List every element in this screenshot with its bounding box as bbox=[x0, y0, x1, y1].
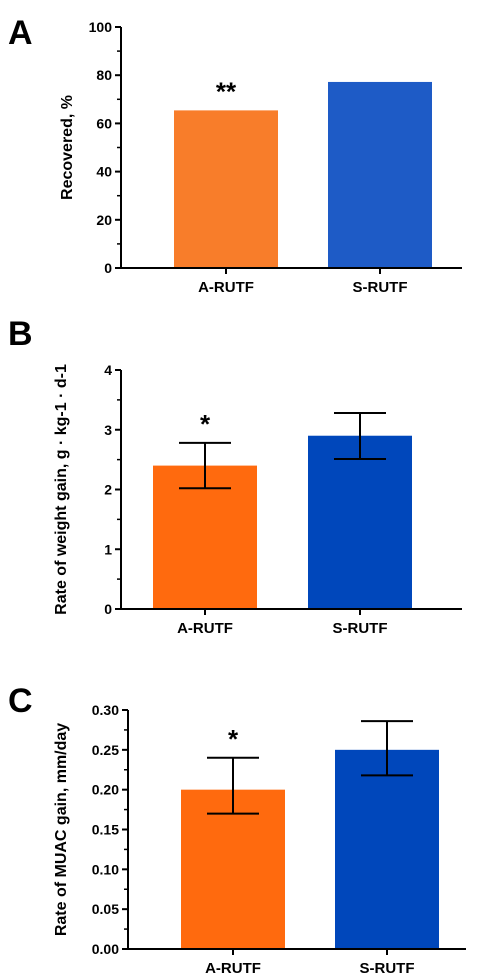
y-tick-label: 0.15 bbox=[92, 822, 119, 838]
y-axis-title: Recovered, % bbox=[59, 95, 76, 200]
y-tick-label: 0 bbox=[104, 601, 112, 617]
y-tick-label: 0 bbox=[104, 260, 112, 276]
panel-letter: A bbox=[8, 14, 33, 52]
bar bbox=[174, 110, 278, 268]
bar bbox=[153, 465, 257, 609]
y-tick-label: 20 bbox=[96, 212, 112, 228]
y-tick-label: 2 bbox=[104, 482, 112, 498]
y-tick-label: 3 bbox=[104, 422, 112, 438]
chart-panel-b: B * 0 1 2 3 4 A-RUTF S-RUTF Rate of weight gain, … bbox=[8, 315, 462, 637]
bar bbox=[335, 749, 439, 949]
y-tick-label: 0.25 bbox=[92, 742, 119, 758]
panel-letter: C bbox=[8, 682, 33, 720]
chart-panel-a: A ** 0 20 40 60 80 100 A-RUTF S-RUTF Recovered, % bbox=[8, 14, 462, 296]
bar bbox=[308, 435, 412, 609]
panel-letter: B bbox=[8, 315, 33, 353]
y-tick-label: 40 bbox=[96, 164, 112, 180]
y-axis-title: Rate of MUAC gain, mm/day bbox=[53, 723, 70, 936]
x-tick-label: A-RUTF bbox=[198, 279, 254, 296]
bar bbox=[181, 789, 285, 949]
y-tick-label: 4 bbox=[104, 362, 112, 378]
x-tick-label: A-RUTF bbox=[177, 620, 233, 637]
x-tick-label: S-RUTF bbox=[333, 620, 388, 637]
significance-label: * bbox=[228, 724, 239, 754]
y-tick-label: 0.10 bbox=[92, 861, 119, 877]
y-tick-label: 80 bbox=[96, 67, 112, 83]
x-tick-label: S-RUTF bbox=[353, 279, 408, 296]
y-tick-label: 0.30 bbox=[92, 702, 119, 718]
y-tick-label: 60 bbox=[96, 115, 112, 131]
y-axis-title: Rate of weight gain, g · kg-1 · d-1 bbox=[53, 364, 70, 615]
chart-panel-c: C * 0.00 0.05 0.10 0.15 0.20 0.25 0.30 A-RUTF S-RU… bbox=[8, 682, 466, 976]
y-tick-label: 1 bbox=[104, 541, 112, 557]
significance-label: ** bbox=[216, 76, 237, 106]
significance-label: * bbox=[200, 409, 211, 439]
y-tick-label: 0.20 bbox=[92, 782, 119, 798]
y-tick-label: 0.00 bbox=[92, 941, 119, 957]
y-tick-label: 0.05 bbox=[92, 901, 119, 917]
x-tick-label: S-RUTF bbox=[360, 960, 415, 976]
y-tick-label: 100 bbox=[89, 19, 113, 35]
bar bbox=[328, 81, 432, 268]
x-tick-label: A-RUTF bbox=[205, 960, 261, 976]
